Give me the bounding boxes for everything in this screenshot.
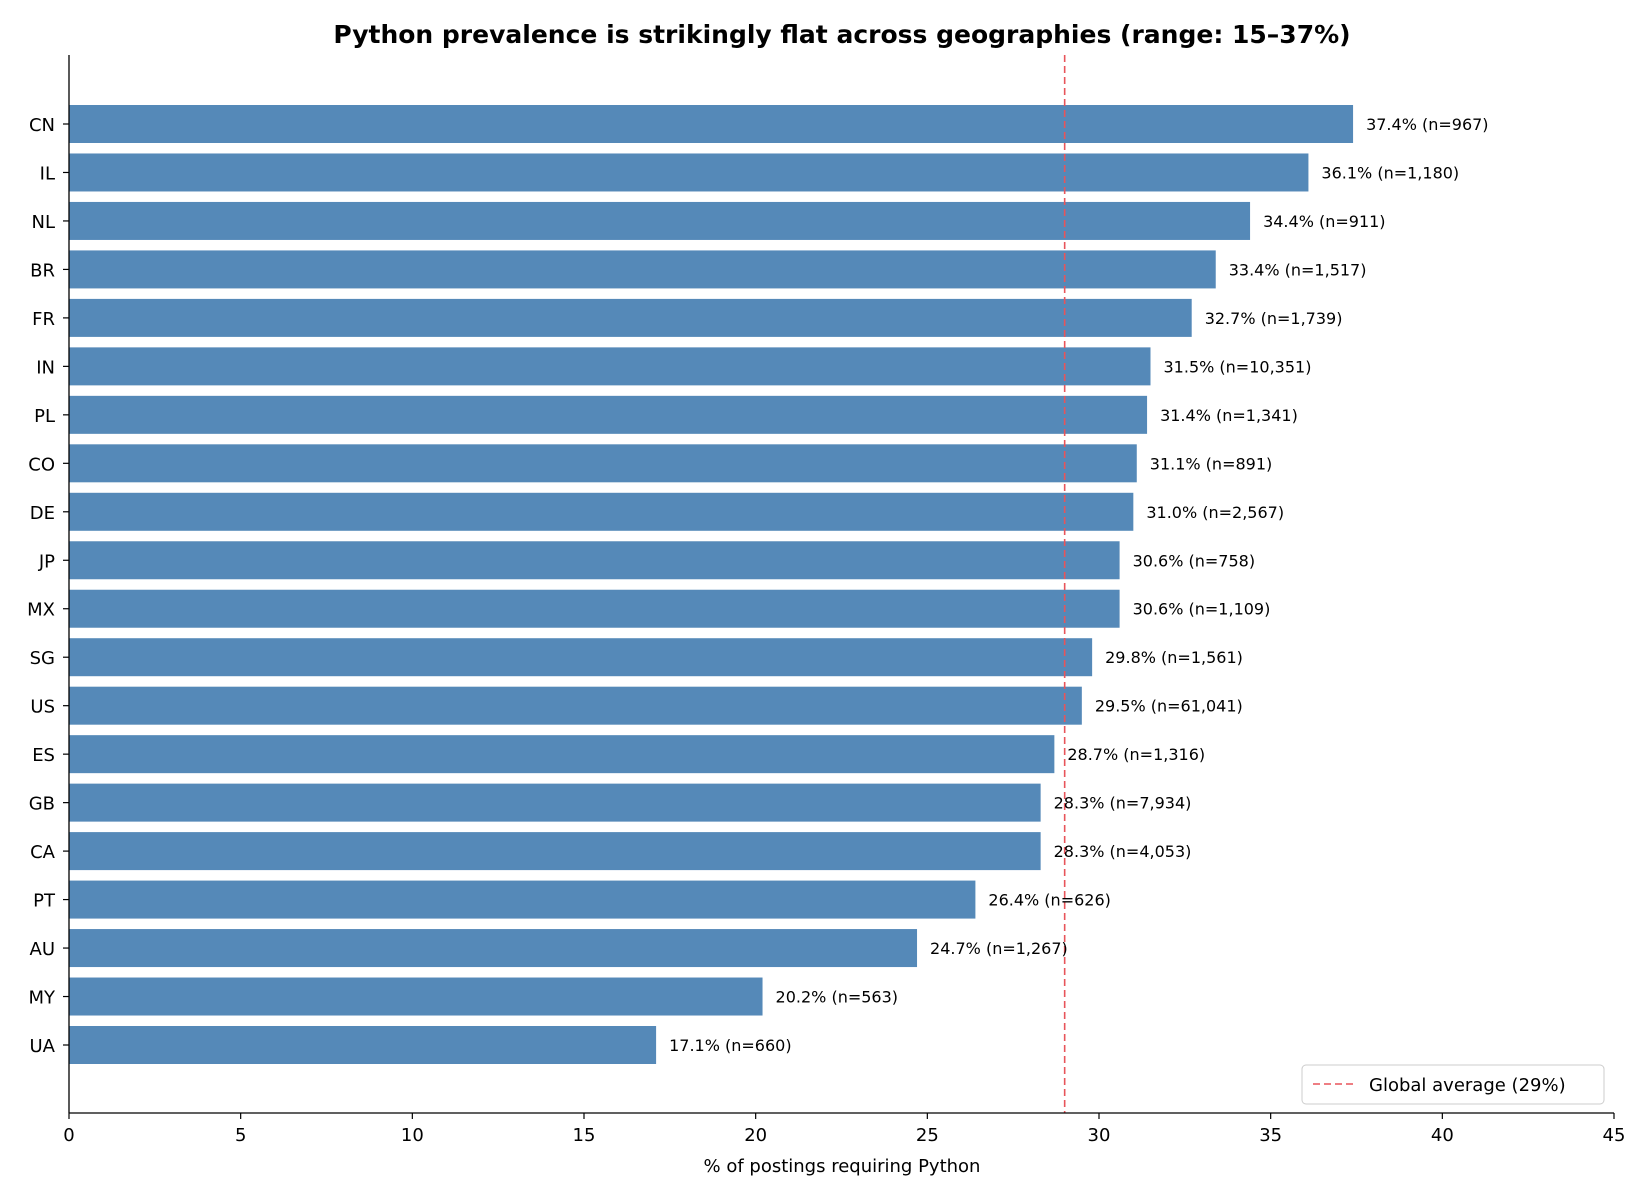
bar-de: [69, 492, 1134, 531]
data-label-pt: 26.4% (n=626): [988, 891, 1110, 910]
data-label-es: 28.7% (n=1,316): [1067, 745, 1205, 764]
data-label-ca: 28.3% (n=4,053): [1054, 842, 1192, 861]
bar-sg: [69, 638, 1093, 677]
x-tick-label-15: 15: [573, 1125, 596, 1146]
bar-br: [69, 250, 1216, 289]
y-tick-label-de: DE: [30, 503, 55, 524]
y-tick-label-il: IL: [40, 163, 55, 184]
data-label-cn: 37.4% (n=967): [1366, 115, 1488, 134]
bar-nl: [69, 201, 1251, 240]
data-label-sg: 29.8% (n=1,561): [1105, 648, 1243, 667]
data-label-il: 36.1% (n=1,180): [1321, 163, 1459, 182]
y-tick-label-nl: NL: [32, 212, 56, 233]
axes-group: CN IL NL BR FR IN PL CO DE JP MX SG US ES GB CA PT AU MY UA…: [27, 55, 1625, 1146]
data-label-au: 24.7% (n=1,267): [930, 939, 1068, 958]
x-tick-label-35: 35: [1259, 1125, 1282, 1146]
data-labels-group: 37.4% (n=967) 36.1% (n=1,180) 34.4% (n=911…: [669, 115, 1488, 1055]
y-tick-label-mx: MX: [27, 600, 55, 621]
bar-pl: [69, 395, 1148, 434]
y-tick-label-gb: GB: [29, 794, 55, 815]
y-tick-label-in: IN: [36, 357, 55, 378]
data-label-fr: 32.7% (n=1,739): [1205, 309, 1343, 328]
data-label-ua: 17.1% (n=660): [669, 1036, 791, 1055]
bar-ua: [69, 1026, 657, 1064]
data-label-co: 31.1% (n=891): [1150, 454, 1272, 473]
y-tick-label-jp: JP: [38, 551, 55, 572]
bar-jp: [69, 541, 1120, 580]
bar-my: [69, 977, 763, 1016]
bar-gb: [69, 783, 1041, 822]
y-tick-label-es: ES: [32, 745, 55, 766]
legend-box: [1301, 1064, 1605, 1105]
bars-group: [69, 105, 1354, 1064]
x-tick-label-40: 40: [1431, 1125, 1454, 1146]
x-tick-label-30: 30: [1088, 1125, 1111, 1146]
data-label-in: 31.5% (n=10,351): [1164, 357, 1312, 376]
bar-co: [69, 444, 1137, 483]
chart-title: Python prevalence is strikingly flat acr…: [333, 20, 1350, 49]
x-tick-label-45: 45: [1603, 1125, 1626, 1146]
y-tick-label-ua: UA: [30, 1036, 56, 1057]
data-label-us: 29.5% (n=61,041): [1095, 697, 1243, 716]
bar-au: [69, 929, 918, 968]
data-label-gb: 28.3% (n=7,934): [1054, 794, 1192, 813]
data-label-nl: 34.4% (n=911): [1263, 212, 1385, 231]
y-tick-label-pl: PL: [34, 406, 55, 427]
bar-us: [69, 686, 1082, 725]
data-label-jp: 30.6% (n=758): [1133, 551, 1255, 570]
y-tick-label-sg: SG: [30, 648, 55, 669]
bar-es: [69, 735, 1055, 774]
y-tick-label-cn: CN: [29, 115, 55, 136]
data-label-br: 33.4% (n=1,517): [1229, 260, 1367, 279]
y-tick-label-au: AU: [30, 939, 56, 960]
bar-ca: [69, 832, 1041, 871]
x-tick-label-5: 5: [235, 1125, 246, 1146]
x-tick-label-0: 0: [63, 1125, 74, 1146]
data-label-de: 31.0% (n=2,567): [1146, 503, 1284, 522]
y-tick-label-pt: PT: [33, 891, 56, 912]
bar-in: [69, 347, 1151, 386]
y-tick-label-ca: CA: [30, 842, 56, 863]
bar-mx: [69, 589, 1120, 628]
x-tick-label-10: 10: [401, 1125, 424, 1146]
x-axis-label: % of postings requiring Python: [704, 1156, 981, 1177]
legend-label: Global average (29%): [1369, 1075, 1566, 1096]
y-tick-label-br: BR: [30, 260, 55, 281]
data-label-pl: 31.4% (n=1,341): [1160, 406, 1298, 425]
bar-pt: [69, 880, 976, 919]
y-tick-label-co: CO: [28, 454, 55, 475]
bar-fr: [69, 298, 1192, 337]
y-tick-label-fr: FR: [32, 309, 55, 330]
data-label-mx: 30.6% (n=1,109): [1133, 600, 1271, 619]
x-tick-label-20: 20: [744, 1125, 767, 1146]
y-tick-label-my: MY: [28, 988, 56, 1009]
bar-cn: [69, 105, 1354, 143]
data-label-my: 20.2% (n=563): [776, 988, 898, 1007]
y-tick-label-us: US: [30, 697, 55, 718]
legend: Global average (29%): [1301, 1064, 1605, 1105]
bar-il: [69, 153, 1309, 192]
x-tick-label-25: 25: [916, 1125, 939, 1146]
